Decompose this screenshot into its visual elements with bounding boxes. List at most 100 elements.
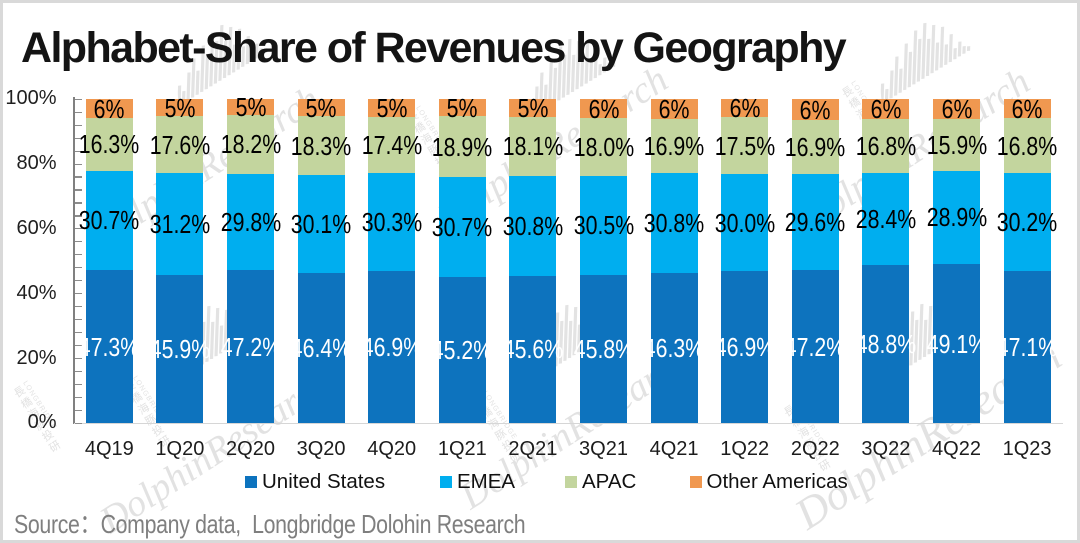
- y-axis-tick: [74, 409, 82, 411]
- x-axis-line: [74, 422, 1063, 424]
- y-axis-label: 100%: [5, 87, 57, 110]
- bar-label: 5%: [376, 93, 408, 124]
- x-axis-label: 3Q20: [296, 438, 346, 460]
- legend-label: APAC: [582, 470, 637, 493]
- bar-segment-emea: [297, 175, 345, 273]
- y-axis-label: 20%: [16, 346, 57, 369]
- bar-segment-emea: [862, 173, 910, 266]
- y-axis-label: 40%: [16, 281, 57, 304]
- legend-label: United States: [262, 470, 386, 493]
- x-axis-label: 1Q20: [155, 438, 205, 460]
- y-axis-tick: [74, 280, 82, 282]
- bar-segment-apac: [721, 117, 769, 175]
- bar-label: 48.8%: [855, 329, 917, 360]
- bar-segment-apac: [580, 117, 627, 177]
- bar-segment-emea: [85, 170, 133, 271]
- bar-segment-united-states: [297, 272, 345, 424]
- bar-label: 46.9%: [361, 332, 422, 363]
- bar-segment-apac: [227, 114, 274, 174]
- source-note: Source：Company data, Longbridge Dolohin …: [14, 509, 526, 539]
- x-axis-label: 2Q20: [226, 438, 275, 460]
- bar-segment-apac: [509, 117, 557, 176]
- x-axis-label: 3Q21: [579, 438, 628, 460]
- bar-label: 47.2%: [220, 331, 281, 362]
- bar-segment-emea: [721, 174, 769, 272]
- x-axis-label: 4Q20: [367, 438, 417, 460]
- bar-segment-other-americas: [227, 99, 274, 115]
- bar-label: 6%: [941, 94, 972, 125]
- bar-segment-united-states: [580, 274, 627, 424]
- bar-label: 5%: [164, 92, 196, 123]
- y-axis-tick: [74, 319, 82, 321]
- legend-item-apac: APAC: [565, 470, 636, 494]
- legend-swatch-other-americas: [689, 476, 702, 488]
- bar-segment-apac: [933, 119, 980, 171]
- y-axis-tick: [74, 267, 82, 269]
- bar-segment-other-americas: [438, 99, 486, 117]
- y-axis-tick: [74, 241, 82, 243]
- y-axis-tick: [74, 370, 82, 373]
- bar-segment-apac: [862, 118, 910, 174]
- y-axis-tick: [74, 383, 82, 385]
- bar-segment-emea: [791, 174, 839, 271]
- legend-item-other-americas: Other Americas: [689, 470, 848, 494]
- bar-segment-other-americas: [85, 99, 133, 118]
- bar-label: 47.3%: [79, 331, 140, 362]
- bar-label: 5%: [305, 92, 337, 123]
- bar-label: 6%: [729, 93, 761, 124]
- bar-label: 28.4%: [855, 204, 917, 235]
- y-axis-tick: [74, 396, 82, 398]
- legend-swatch-united-states: [245, 476, 257, 488]
- bar-label: 16.3%: [79, 129, 140, 160]
- bar-label: 18.2%: [220, 129, 281, 160]
- y-axis-tick: [74, 331, 82, 334]
- bar-label: 49.1%: [926, 328, 987, 359]
- bar-label: 6%: [93, 93, 125, 124]
- bar-label: 17.5%: [714, 130, 775, 161]
- legend-item-united-states: United States: [245, 470, 385, 494]
- bar-segment-emea: [509, 175, 557, 276]
- bar-segment-united-states: [650, 273, 698, 424]
- x-axis-label: 1Q23: [1002, 438, 1052, 460]
- bar-segment-apac: [297, 116, 345, 176]
- bar-label: 18.3%: [290, 130, 352, 161]
- bar-label: 45.2%: [432, 335, 493, 366]
- bar-label: 45.8%: [573, 334, 634, 365]
- y-axis-tick: [74, 150, 82, 152]
- bar-segment-apac: [791, 119, 839, 175]
- bar-segment-united-states: [85, 270, 133, 424]
- x-axis-label: 3Q22: [861, 438, 911, 460]
- bar-label: 6%: [658, 94, 690, 125]
- bar-label: 46.4%: [290, 333, 352, 364]
- bar-segment-united-states: [721, 271, 769, 424]
- x-axis-label: 4Q19: [84, 438, 134, 460]
- bar-label: 30.3%: [361, 207, 422, 238]
- bar-label: 30.1%: [290, 209, 352, 240]
- bar-segment-emea: [227, 173, 274, 271]
- bar-label: 6%: [588, 93, 619, 124]
- y-axis-tick: [74, 98, 82, 100]
- legend-label: Other Americas: [706, 470, 848, 493]
- legend-swatch-apac: [565, 476, 577, 488]
- bar-segment-emea: [650, 173, 698, 274]
- bar-segment-emea: [1003, 172, 1051, 271]
- x-axis-label: 2Q22: [790, 438, 840, 460]
- bar-segment-emea: [580, 176, 627, 275]
- bar-label: 46.3%: [643, 333, 705, 364]
- x-axis-label: 2Q21: [508, 438, 558, 460]
- bar-label: 17.6%: [149, 129, 211, 160]
- y-axis-tick: [74, 137, 82, 139]
- y-axis-tick: [74, 111, 82, 113]
- bar-segment-other-americas: [297, 99, 345, 117]
- bar-segment-other-americas: [368, 99, 416, 117]
- bar-segment-other-americas: [1003, 99, 1051, 119]
- legend-swatch-emea: [440, 476, 452, 488]
- y-axis-tick: [74, 124, 82, 126]
- bar-label: 29.6%: [785, 207, 846, 238]
- bar-label: 28.9%: [926, 202, 987, 233]
- x-axis-label: 1Q22: [720, 438, 770, 460]
- bar-label: 45.9%: [149, 333, 211, 364]
- bar-label: 6%: [799, 94, 831, 125]
- bar-label: 30.7%: [432, 212, 493, 243]
